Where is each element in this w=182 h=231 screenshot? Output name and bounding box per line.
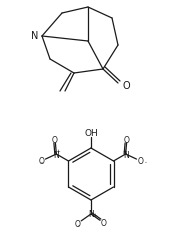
- Text: +: +: [55, 148, 60, 153]
- Text: +: +: [93, 212, 97, 217]
- Text: O: O: [124, 135, 130, 144]
- Text: O: O: [137, 157, 143, 166]
- Text: -: -: [41, 160, 43, 165]
- Text: O: O: [52, 135, 58, 144]
- Text: N: N: [54, 150, 59, 159]
- Text: N: N: [88, 210, 94, 219]
- Text: O: O: [75, 219, 81, 228]
- Text: +: +: [122, 148, 127, 153]
- Text: OH: OH: [84, 128, 98, 137]
- Text: O: O: [100, 218, 106, 227]
- Text: N: N: [123, 150, 128, 159]
- Text: O: O: [39, 157, 45, 166]
- Text: -: -: [145, 160, 147, 165]
- Text: O: O: [122, 81, 130, 91]
- Text: -: -: [77, 222, 79, 227]
- Text: N: N: [31, 31, 39, 41]
